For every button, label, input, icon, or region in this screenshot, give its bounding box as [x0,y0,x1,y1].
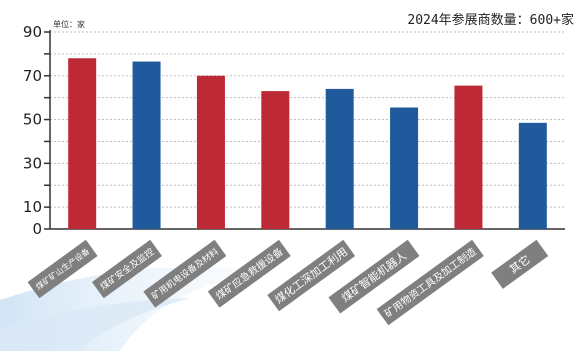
bar [390,107,419,229]
category-label-box [328,239,420,314]
bar [196,75,225,230]
bar [518,122,547,229]
y-tick-label: 0 [32,220,42,238]
y-tick-label: 30 [23,154,42,172]
exhibitor-count-note: 2024年参展商数量：600+家 [407,13,574,28]
category-label: 煤矿矿山生产设备 [27,239,98,299]
category-label-box [91,239,162,299]
bars [68,58,547,230]
y-tick-label: 50 [23,111,42,129]
bar [132,61,161,229]
bar [261,91,290,229]
unit-label: 单位：家 [53,19,85,29]
bar [68,58,97,230]
bar [325,88,354,230]
category-label-text: 煤矿矿山生产设备 [34,246,92,292]
y-tick-labels: 0 10 30 50 70 90 [23,23,42,238]
y-tick-label: 90 [23,23,42,41]
y-tick-label: 70 [23,67,42,85]
category-label-box [27,239,98,299]
grid-lines [50,31,565,208]
axes [44,30,565,230]
bar [454,85,483,229]
category-label-box [143,239,227,308]
category-label-box [491,239,549,289]
category-label-box [267,239,356,312]
category-label-box [207,239,291,308]
category-labels: 煤矿矿山生产设备 煤矿安全及监控矿用机电设备及材料煤矿应急救援设备煤化工深加工利用… [27,239,549,326]
y-tick-label: 10 [23,198,42,216]
category-label-text: 煤矿安全及监控 [98,246,157,293]
category-label-box [376,239,484,326]
category-label: 其它 [491,239,549,289]
